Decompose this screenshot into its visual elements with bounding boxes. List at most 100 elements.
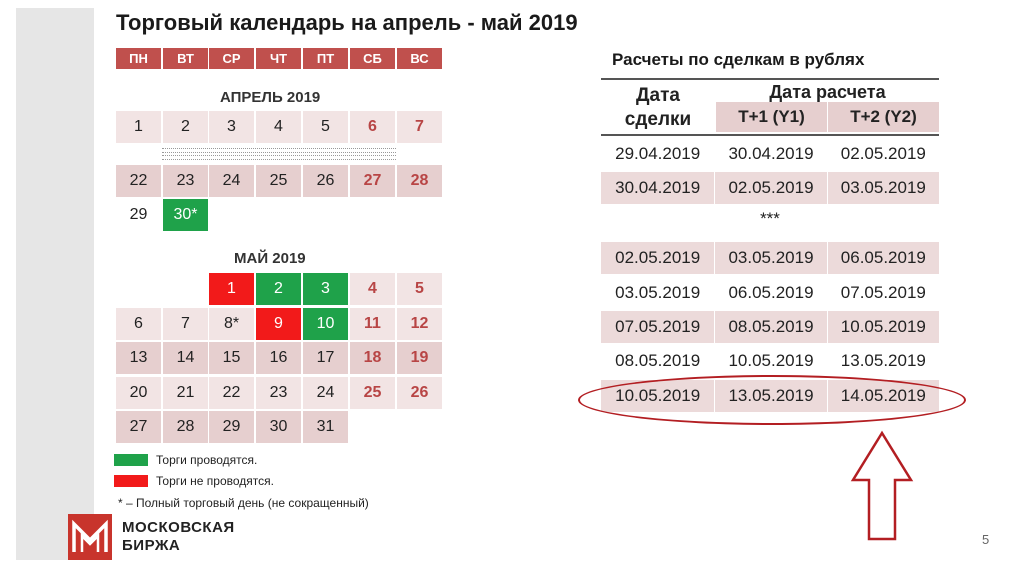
- table-row: 02.05.2019 03.05.2019 06.05.2019: [601, 242, 939, 274]
- page-title: Торговый календарь на апрель - май 2019: [116, 10, 578, 35]
- april-day: 2: [163, 111, 208, 143]
- page-number: 5: [982, 532, 990, 547]
- weekday-wed: СР: [209, 48, 254, 69]
- may-day-no-trading: 1: [209, 273, 254, 305]
- table-top-rule: [601, 78, 939, 80]
- may-day: 30: [256, 411, 301, 443]
- t2-cell: 03.05.2019: [840, 178, 926, 197]
- t2-cell: 07.05.2019: [840, 283, 926, 302]
- legend-note: * – Полный торговый день (не сокращенный…: [118, 496, 369, 510]
- legend-trading-label: Торги проводятся.: [156, 453, 258, 467]
- may-day: 20: [116, 377, 161, 409]
- col-trade-date-line2: сделки: [624, 109, 692, 130]
- april-title: АПРЕЛЬ 2019: [220, 89, 321, 106]
- may-day: 15: [209, 342, 254, 374]
- highlight-ellipse: [578, 375, 966, 425]
- col-t1-header: T+1 (Y1): [716, 102, 827, 132]
- may-day-weekend: 11: [350, 308, 395, 340]
- april-day: 22: [116, 165, 161, 197]
- may-day-weekend: 19: [397, 342, 442, 374]
- april-day-weekend: 6: [350, 111, 395, 143]
- april-day: 5: [303, 111, 348, 143]
- trade-date-cell: 29.04.2019: [601, 138, 716, 170]
- logo-text-line1: МОСКОВСКАЯ: [122, 519, 235, 536]
- may-day-weekend: 4: [350, 273, 395, 305]
- may-day: 14: [163, 342, 208, 374]
- trade-date-cell: 07.05.2019: [601, 311, 716, 343]
- may-day-weekend: 12: [397, 308, 442, 340]
- t2-cell: 10.05.2019: [840, 317, 926, 336]
- april-day-trading: 30*: [163, 199, 208, 231]
- may-day: 21: [163, 377, 208, 409]
- april-day-weekend: 7: [397, 111, 442, 143]
- may-day-no-trading: 9: [256, 308, 301, 340]
- april-day: 3: [209, 111, 254, 143]
- t1-cell: 30.04.2019: [715, 138, 828, 170]
- t2-cell: 02.05.2019: [840, 144, 926, 163]
- t1-cell: 02.05.2019: [715, 172, 828, 204]
- rows-separator: ***: [760, 209, 780, 228]
- trade-date-cell: 30.04.2019: [601, 172, 716, 204]
- legend-no-trading-label: Торги не проводятся.: [156, 474, 274, 488]
- t1-cell: 03.05.2019: [715, 242, 828, 274]
- weekday-fri: ПТ: [303, 48, 348, 69]
- april-day: 29: [129, 206, 148, 223]
- t1-cell: 08.05.2019: [715, 311, 828, 343]
- table-row: 08.05.2019 10.05.2019 13.05.2019: [601, 345, 939, 377]
- trade-date-cell: 03.05.2019: [601, 277, 716, 309]
- may-day: 27: [116, 411, 161, 443]
- may-day-weekend: 26: [397, 377, 442, 409]
- table-row: 03.05.2019 06.05.2019 07.05.2019: [601, 277, 939, 309]
- legend-swatch-trading: [114, 454, 148, 466]
- april-day: 26: [303, 165, 348, 197]
- may-day: 6: [116, 308, 161, 340]
- trade-date-cell: 02.05.2019: [601, 242, 716, 274]
- table-row: 30.04.2019 02.05.2019 03.05.2019: [601, 172, 939, 204]
- may-day: 31: [303, 411, 348, 443]
- t2-cell: 06.05.2019: [840, 248, 926, 267]
- t1-cell: 06.05.2019: [715, 277, 828, 309]
- may-day-weekend: 25: [350, 377, 395, 409]
- april-day: 25: [256, 165, 301, 197]
- may-title: МАЙ 2019: [234, 250, 306, 267]
- may-day-trading: 2: [256, 273, 301, 305]
- legend-swatch-no-trading: [114, 475, 148, 487]
- logo-text-line2: БИРЖА: [122, 537, 181, 554]
- may-day: 16: [256, 342, 301, 374]
- col-trade-date-line1: Дата: [636, 85, 680, 106]
- may-day: 7: [163, 308, 208, 340]
- weekday-tue: ВТ: [163, 48, 208, 69]
- col-t2-header: T+2 (Y2): [828, 102, 939, 132]
- may-day-weekend: 18: [350, 342, 395, 374]
- may-day: 24: [303, 377, 348, 409]
- trade-date-cell: 08.05.2019: [601, 345, 716, 377]
- table-row: 29.04.2019 30.04.2019 02.05.2019: [601, 138, 939, 170]
- may-day: 29: [209, 411, 254, 443]
- weekday-thu: ЧТ: [256, 48, 301, 69]
- omitted-weeks-separator: [162, 148, 396, 153]
- may-day-trading: 10: [303, 308, 348, 340]
- may-day: 28: [163, 411, 208, 443]
- may-day: 23: [256, 377, 301, 409]
- table-row: 07.05.2019 08.05.2019 10.05.2019: [601, 311, 939, 343]
- april-day-weekend: 28: [397, 165, 442, 197]
- header-bottom-rule: [601, 134, 939, 136]
- moex-logo-icon: [68, 514, 112, 560]
- may-day: 17: [303, 342, 348, 374]
- left-decor-band: [16, 8, 94, 560]
- weekday-sun: ВС: [397, 48, 442, 69]
- april-day: 24: [209, 165, 254, 197]
- april-day: 23: [163, 165, 208, 197]
- t2-cell: 13.05.2019: [840, 351, 926, 370]
- col-trade-date-header: Дата сделки: [601, 84, 715, 132]
- april-day-weekend: 27: [350, 165, 395, 197]
- may-day-weekend: 5: [397, 273, 442, 305]
- weekday-sat: СБ: [350, 48, 395, 69]
- april-day: 4: [256, 111, 301, 143]
- may-day: 13: [116, 342, 161, 374]
- settlement-table-title: Расчеты по сделкам в рублях: [612, 50, 865, 69]
- may-day-trading: 3: [303, 273, 348, 305]
- up-arrow-icon: [850, 430, 914, 541]
- may-day: 22: [209, 377, 254, 409]
- t1-cell: 10.05.2019: [715, 345, 828, 377]
